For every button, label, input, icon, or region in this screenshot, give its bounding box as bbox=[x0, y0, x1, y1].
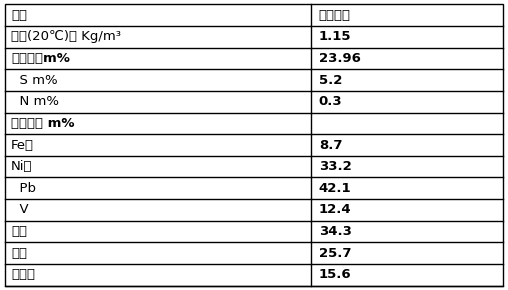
Text: 8.7: 8.7 bbox=[319, 139, 342, 151]
Text: 项目: 项目 bbox=[11, 9, 27, 22]
Text: N m%: N m% bbox=[11, 95, 59, 108]
Text: Ni，: Ni， bbox=[11, 160, 33, 173]
Text: 金属含量 m%: 金属含量 m% bbox=[11, 117, 75, 130]
Text: 25.7: 25.7 bbox=[319, 247, 352, 260]
Text: 23.96: 23.96 bbox=[319, 52, 361, 65]
Text: 氥青质: 氥青质 bbox=[11, 268, 35, 281]
Text: 密度(20℃)， Kg/m³: 密度(20℃)， Kg/m³ bbox=[11, 30, 121, 43]
Text: 42.1: 42.1 bbox=[319, 182, 352, 195]
Text: 1.15: 1.15 bbox=[319, 30, 352, 43]
Text: 残炭值，m%: 残炭值，m% bbox=[11, 52, 70, 65]
Text: 12.4: 12.4 bbox=[319, 203, 352, 216]
Text: 5.2: 5.2 bbox=[319, 74, 342, 87]
Text: 0.3: 0.3 bbox=[319, 95, 342, 108]
Text: V: V bbox=[11, 203, 29, 216]
Text: 芳烃: 芳烃 bbox=[11, 225, 27, 238]
Text: 胶质: 胶质 bbox=[11, 247, 27, 260]
Text: 15.6: 15.6 bbox=[319, 268, 352, 281]
Text: Fe，: Fe， bbox=[11, 139, 34, 151]
Text: S m%: S m% bbox=[11, 74, 58, 87]
Text: 33.2: 33.2 bbox=[319, 160, 352, 173]
Text: 34.3: 34.3 bbox=[319, 225, 352, 238]
Text: 分析结果: 分析结果 bbox=[319, 9, 351, 22]
Text: Pb: Pb bbox=[11, 182, 36, 195]
